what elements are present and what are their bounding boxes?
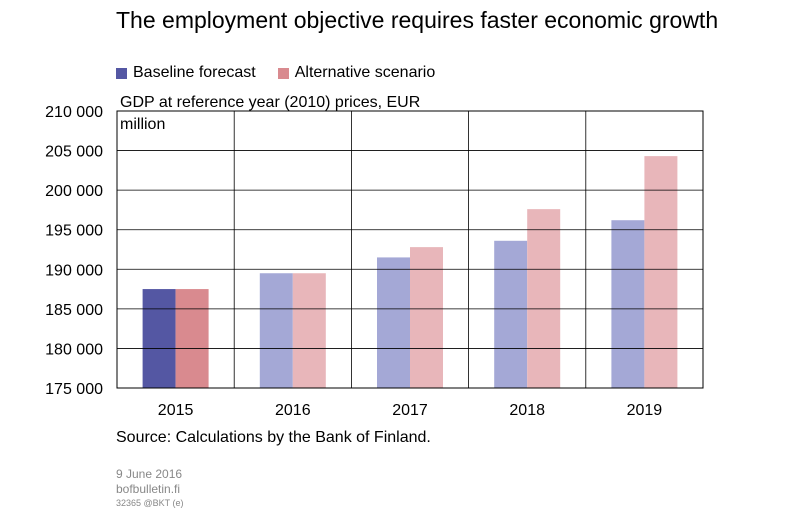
bar-alternative — [175, 289, 209, 388]
y-tick-label: 195 000 — [45, 223, 103, 240]
legend: Baseline forecast Alternative scenario — [116, 64, 435, 82]
y-tick-label: 185 000 — [45, 302, 103, 319]
y-tick-label: 210 000 — [45, 104, 103, 121]
bar-baseline — [494, 240, 528, 388]
footer-site: bofbulletin.fi — [116, 482, 181, 496]
x-tick-label: 2015 — [158, 402, 194, 419]
chart-title: The employment objective requires faster… — [116, 7, 719, 33]
y-tick-label: 175 000 — [45, 381, 103, 398]
legend-label-baseline: Baseline forecast — [133, 64, 256, 81]
y-tick-label: 200 000 — [45, 183, 103, 200]
y-axis-label: GDP at reference year (2010) prices, EUR… — [120, 94, 420, 133]
bar-baseline — [259, 273, 293, 388]
bar-alternative — [410, 247, 443, 388]
legend-label-alternative: Alternative scenario — [294, 64, 436, 81]
bar-baseline — [142, 289, 176, 388]
plot-frame — [116, 110, 704, 389]
footer-date: 9 June 2016 — [116, 467, 183, 481]
source-note: Source: Calculations by the Bank of Finl… — [116, 429, 431, 446]
y-tick-label: 180 000 — [45, 341, 103, 358]
x-tick-label: 2016 — [275, 402, 311, 419]
footer-code: 32365 @BKT (e) — [116, 498, 184, 508]
bar-baseline — [611, 220, 645, 388]
x-tick-label: 2017 — [392, 402, 428, 419]
y-tick-label: 205 000 — [45, 144, 103, 161]
x-tick-label: 2019 — [627, 402, 663, 419]
legend-swatch-baseline — [116, 67, 127, 79]
x-tick-label: 2018 — [509, 402, 545, 419]
legend-item-baseline: Baseline forecast — [116, 64, 256, 82]
y-tick-label: 190 000 — [45, 262, 103, 279]
legend-swatch-alternative — [277, 67, 289, 79]
legend-item-alternative: Alternative scenario — [277, 64, 436, 82]
bar-alternative — [292, 273, 326, 388]
footer: 9 June 2016 bofbulletin.fi 32365 @BKT (e… — [116, 467, 184, 509]
bar-alternative — [644, 156, 678, 388]
bar-alternative — [527, 209, 561, 388]
bar-baseline — [377, 257, 410, 388]
